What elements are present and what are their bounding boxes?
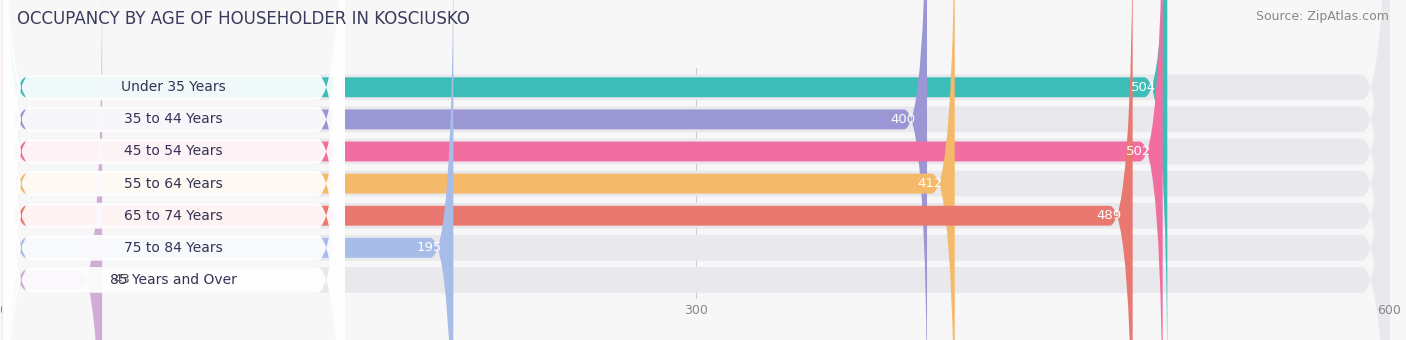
FancyBboxPatch shape bbox=[3, 0, 344, 340]
FancyBboxPatch shape bbox=[3, 0, 344, 340]
FancyBboxPatch shape bbox=[3, 0, 1389, 340]
Text: 43: 43 bbox=[114, 273, 131, 286]
Text: 504: 504 bbox=[1130, 81, 1156, 94]
FancyBboxPatch shape bbox=[3, 0, 1167, 340]
FancyBboxPatch shape bbox=[3, 0, 1163, 340]
Text: 502: 502 bbox=[1126, 145, 1152, 158]
FancyBboxPatch shape bbox=[3, 0, 1389, 340]
Text: 35 to 44 Years: 35 to 44 Years bbox=[125, 113, 224, 126]
Text: Source: ZipAtlas.com: Source: ZipAtlas.com bbox=[1256, 10, 1389, 23]
Text: 412: 412 bbox=[918, 177, 943, 190]
Text: OCCUPANCY BY AGE OF HOUSEHOLDER IN KOSCIUSKO: OCCUPANCY BY AGE OF HOUSEHOLDER IN KOSCI… bbox=[17, 10, 470, 28]
FancyBboxPatch shape bbox=[3, 0, 1389, 340]
Text: 55 to 64 Years: 55 to 64 Years bbox=[124, 176, 224, 191]
FancyBboxPatch shape bbox=[3, 0, 103, 340]
FancyBboxPatch shape bbox=[3, 0, 1389, 340]
FancyBboxPatch shape bbox=[3, 0, 1133, 340]
FancyBboxPatch shape bbox=[3, 0, 453, 340]
FancyBboxPatch shape bbox=[3, 0, 344, 340]
FancyBboxPatch shape bbox=[3, 0, 344, 340]
Text: 489: 489 bbox=[1097, 209, 1121, 222]
FancyBboxPatch shape bbox=[3, 0, 1389, 340]
Text: 45 to 54 Years: 45 to 54 Years bbox=[125, 144, 224, 158]
FancyBboxPatch shape bbox=[3, 0, 927, 340]
Text: 85 Years and Over: 85 Years and Over bbox=[110, 273, 238, 287]
Text: 400: 400 bbox=[890, 113, 915, 126]
Text: 195: 195 bbox=[416, 241, 441, 254]
FancyBboxPatch shape bbox=[3, 0, 1389, 340]
FancyBboxPatch shape bbox=[3, 0, 955, 340]
Text: 65 to 74 Years: 65 to 74 Years bbox=[124, 209, 224, 223]
Text: Under 35 Years: Under 35 Years bbox=[121, 80, 226, 94]
FancyBboxPatch shape bbox=[3, 0, 1389, 340]
FancyBboxPatch shape bbox=[3, 0, 344, 340]
Text: 75 to 84 Years: 75 to 84 Years bbox=[124, 241, 224, 255]
FancyBboxPatch shape bbox=[3, 0, 344, 340]
FancyBboxPatch shape bbox=[3, 0, 344, 340]
